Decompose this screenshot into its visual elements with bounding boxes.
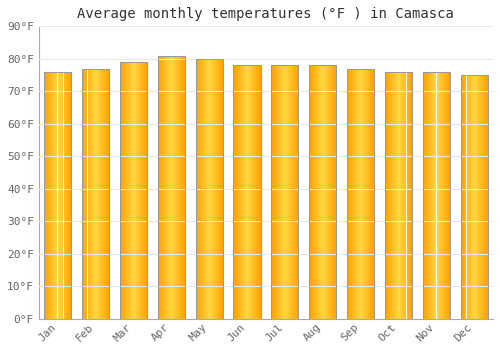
Bar — [234, 65, 260, 319]
Bar — [309, 65, 336, 319]
Title: Average monthly temperatures (°F ) in Camasca: Average monthly temperatures (°F ) in Ca… — [78, 7, 454, 21]
Bar — [271, 65, 298, 319]
Bar — [44, 72, 72, 319]
Bar — [196, 59, 223, 319]
Bar — [422, 72, 450, 319]
Bar — [158, 56, 185, 319]
Bar — [82, 69, 109, 319]
Bar — [120, 62, 147, 319]
Bar — [385, 72, 412, 319]
Bar — [347, 69, 374, 319]
Bar — [460, 75, 488, 319]
